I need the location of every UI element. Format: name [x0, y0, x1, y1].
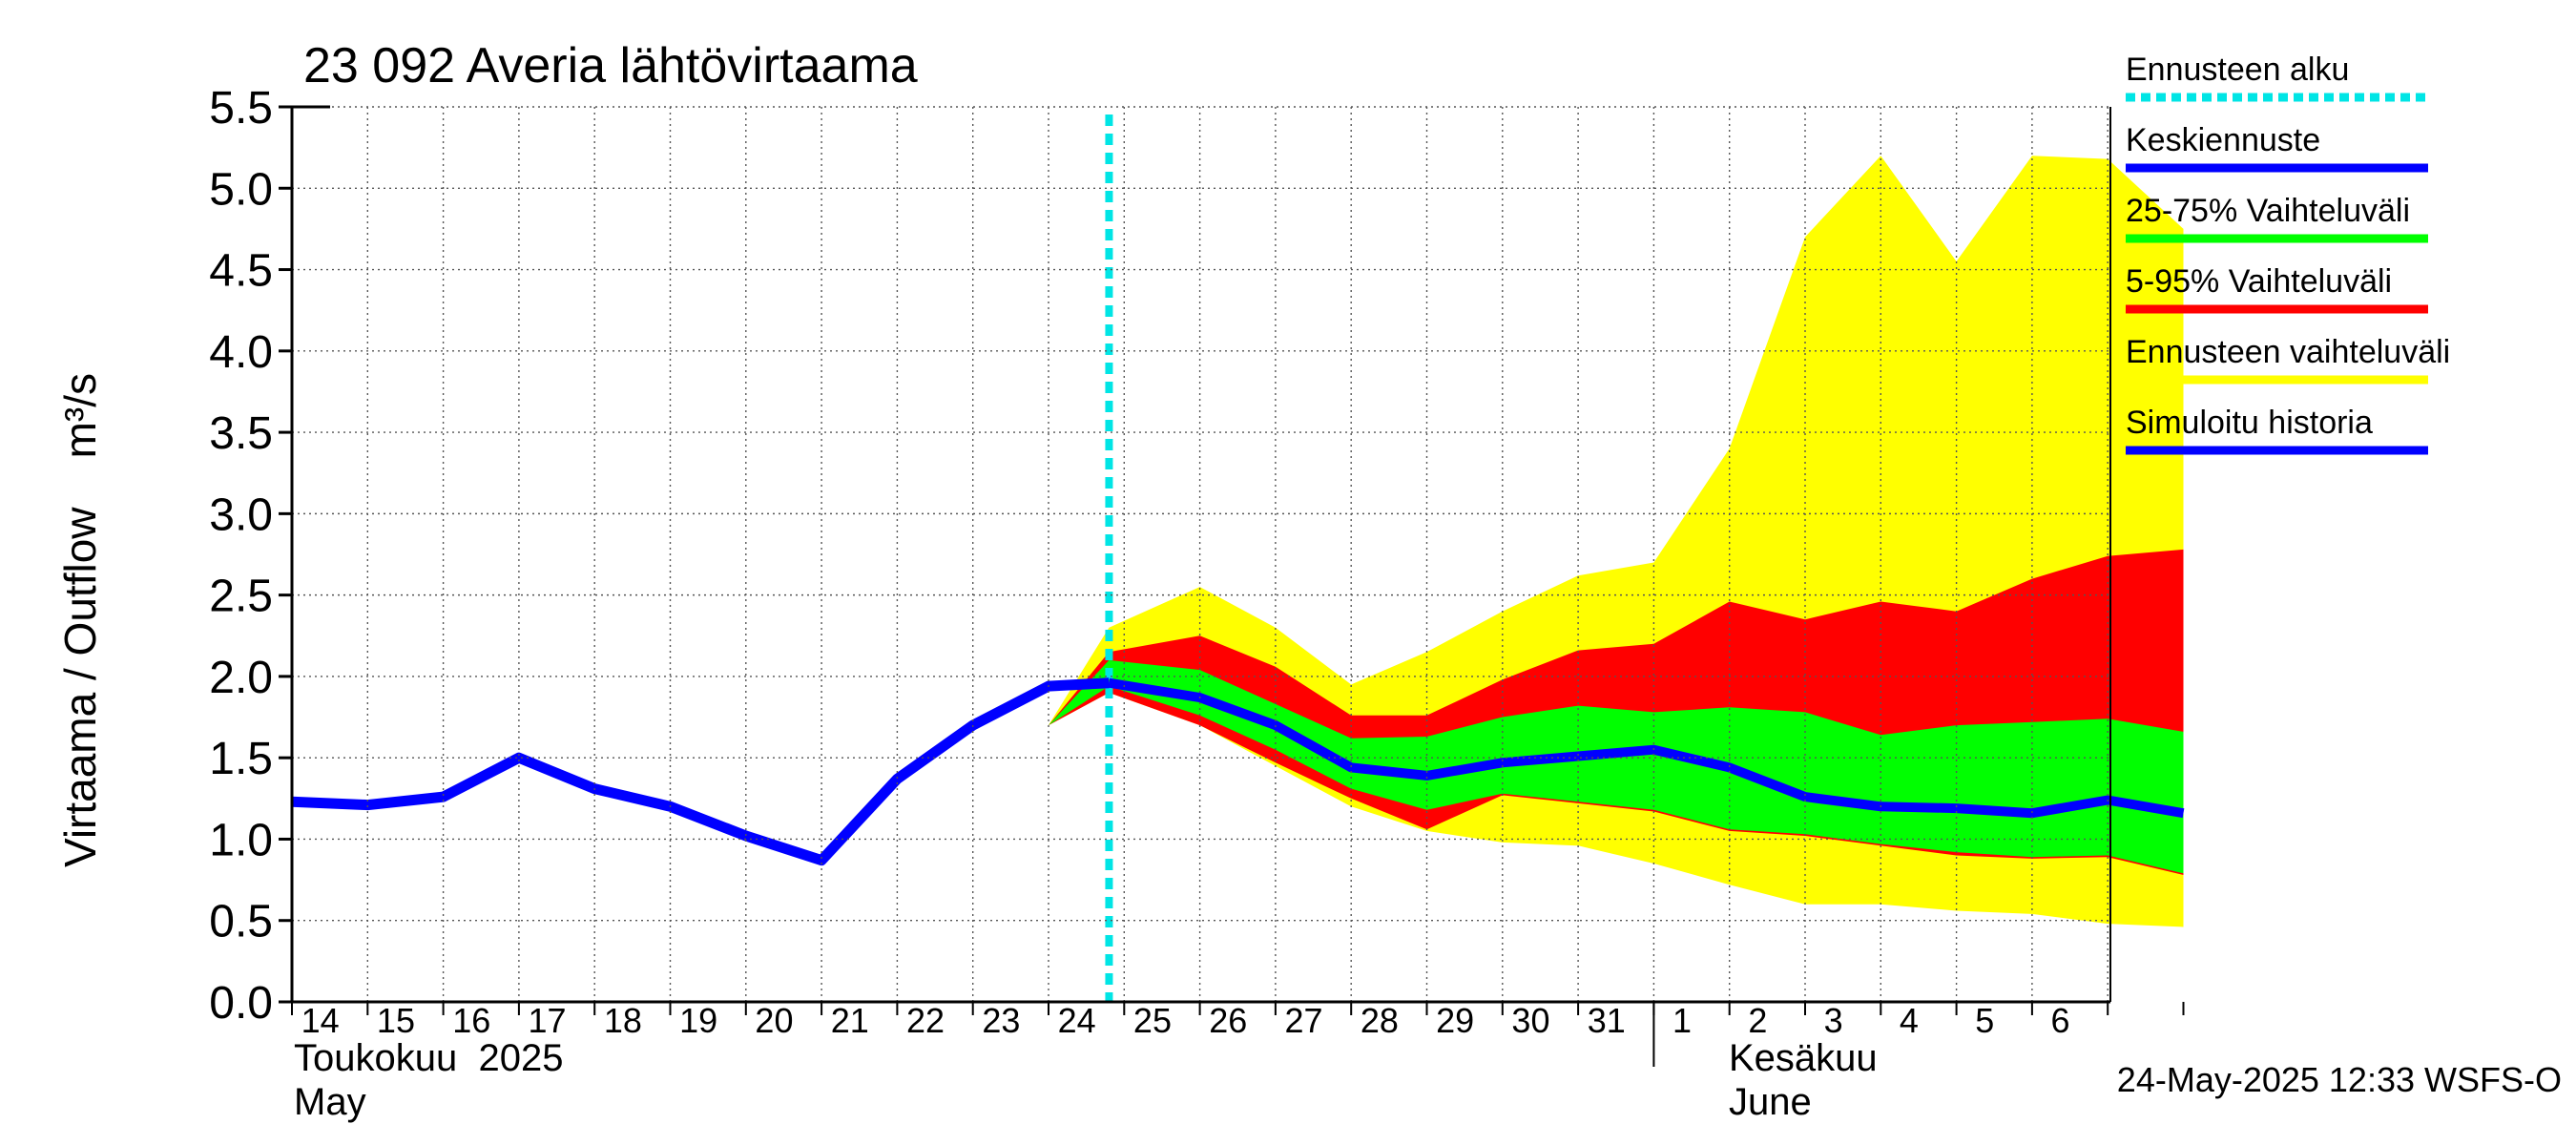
x-tick-label: 28: [1361, 1001, 1399, 1040]
x-tick-label: 1: [1672, 1001, 1692, 1040]
x-tick-label: 4: [1900, 1001, 1919, 1040]
x-tick-label: 19: [679, 1001, 717, 1040]
x-tick-label: 22: [906, 1001, 945, 1040]
y-tick-label: 5.0: [209, 164, 273, 215]
y-axis-label: Virtaama / Outflow m³/s: [55, 373, 105, 867]
footer-timestamp: 24-May-2025 12:33 WSFS-O: [2117, 1060, 2562, 1099]
month-label-may-fi: Toukokuu 2025: [294, 1037, 563, 1079]
legend-label: Ennusteen alku: [2126, 52, 2349, 88]
y-tick-label: 1.5: [209, 734, 273, 784]
legend-label: Keskiennuste: [2126, 122, 2320, 158]
legend-label: Simuloitu historia: [2126, 405, 2373, 441]
x-tick-label: 16: [452, 1001, 490, 1040]
legend-label: 25-75% Vaihteluväli: [2126, 193, 2410, 229]
x-tick-label: 15: [377, 1001, 415, 1040]
x-tick-label: 6: [2051, 1001, 2070, 1040]
plot-area: [291, 114, 2185, 1002]
y-tick-label: 1.0: [209, 815, 273, 865]
x-tick-label: 18: [604, 1001, 642, 1040]
x-tick-label: 21: [831, 1001, 869, 1040]
y-tick-label: 0.0: [209, 978, 273, 1029]
legend-label: 5-95% Vaihteluväli: [2126, 263, 2392, 300]
x-tick-label: 31: [1588, 1001, 1626, 1040]
axes: 0.00.51.01.52.02.53.03.54.04.55.05.514 15…: [209, 83, 2185, 1067]
x-tick-label: 24: [1058, 1001, 1096, 1040]
x-tick-label: 3: [1824, 1001, 1843, 1040]
x-tick-label: 26: [1209, 1001, 1247, 1040]
series-simulated-history: [291, 677, 1110, 866]
y-tick-label: 4.5: [209, 246, 273, 297]
month-label-may-en: May: [294, 1081, 366, 1123]
x-tick-label: 2: [1748, 1001, 1767, 1040]
month-label-june-en: June: [1729, 1081, 1812, 1123]
month-label-june-fi: Kesäkuu: [1729, 1037, 1878, 1079]
x-tick-label: 17: [529, 1001, 567, 1040]
x-tick-label: 5: [1975, 1001, 1994, 1040]
y-tick-label: 0.5: [209, 897, 273, 947]
x-tick-label: 29: [1436, 1001, 1474, 1040]
x-tick-label: 30: [1511, 1001, 1549, 1040]
y-tick-label: 4.0: [209, 327, 273, 378]
legend: Ennusteen alku Keskiennuste 25-75% Vaihtel…: [2126, 52, 2450, 455]
y-tick-label: 2.5: [209, 572, 273, 622]
x-tick-label: 25: [1133, 1001, 1172, 1040]
chart-title: 23 092 Averia lähtövirtaama: [303, 38, 918, 94]
x-tick-label: 14: [301, 1001, 340, 1040]
x-tick-label: 20: [755, 1001, 793, 1040]
y-tick-label: 2.0: [209, 653, 273, 703]
y-tick-label: 3.5: [209, 408, 273, 459]
y-tick-label: 5.5: [209, 83, 273, 134]
y-tick-label: 3.0: [209, 489, 273, 540]
legend-label: Ennusteen vaihteluväli: [2126, 334, 2450, 370]
x-tick-label: 23: [982, 1001, 1020, 1040]
x-tick-label: 27: [1285, 1001, 1323, 1040]
band-25-75: [1049, 659, 2184, 874]
grid-lines: [292, 106, 2110, 1002]
